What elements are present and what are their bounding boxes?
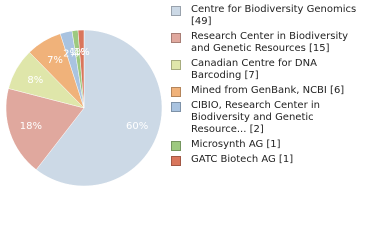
data-label: 8% bbox=[27, 75, 43, 86]
legend-item: CIBIO, Research Center in Biodiversity a… bbox=[171, 100, 376, 136]
legend-swatch bbox=[171, 141, 181, 151]
pie-slice bbox=[77, 29, 85, 109]
legend-label: Microsynth AG [1] bbox=[191, 139, 281, 150]
data-label: 7% bbox=[47, 55, 63, 66]
legend-swatch bbox=[171, 6, 181, 16]
legend-item: GATC Biotech AG [1] bbox=[171, 154, 376, 166]
legend-label: Mined from GenBank, NCBI [6] bbox=[191, 85, 345, 96]
legend-label: Centre for Biodiversity Genomics [49] bbox=[191, 4, 357, 27]
legend-item: Canadian Centre for DNA Barcoding [7] bbox=[171, 58, 376, 82]
legend-item: Mined from GenBank, NCBI [6] bbox=[171, 85, 376, 97]
legend-swatch bbox=[171, 156, 181, 166]
legend: Centre for Biodiversity Genomics [49] Res… bbox=[171, 4, 376, 166]
legend-label: Research Center in Biodiversity and Gene… bbox=[191, 31, 349, 54]
legend-label: Canadian Centre for DNA Barcoding [7] bbox=[191, 58, 317, 81]
data-label: 1% bbox=[70, 47, 86, 58]
pie-slice bbox=[35, 29, 163, 187]
legend-swatch bbox=[171, 33, 181, 43]
legend-item: Microsynth AG [1] bbox=[171, 139, 376, 151]
legend-swatch bbox=[171, 102, 181, 112]
pie-chart: 60% 18% 8% 7%2%1%1% bbox=[5, 29, 163, 187]
data-label: 2% bbox=[63, 48, 79, 59]
data-label: 1% bbox=[74, 47, 90, 58]
pie-slice bbox=[5, 88, 85, 170]
data-label: 18% bbox=[20, 121, 42, 132]
legend-label: GATC Biotech AG [1] bbox=[191, 154, 294, 165]
legend-item: Centre for Biodiversity Genomics [49] bbox=[171, 4, 376, 28]
legend-label: CIBIO, Research Center in Biodiversity a… bbox=[191, 100, 320, 135]
legend-item: Research Center in Biodiversity and Gene… bbox=[171, 31, 376, 55]
data-label: 60% bbox=[126, 121, 148, 132]
legend-swatch bbox=[171, 60, 181, 70]
legend-swatch bbox=[171, 87, 181, 97]
